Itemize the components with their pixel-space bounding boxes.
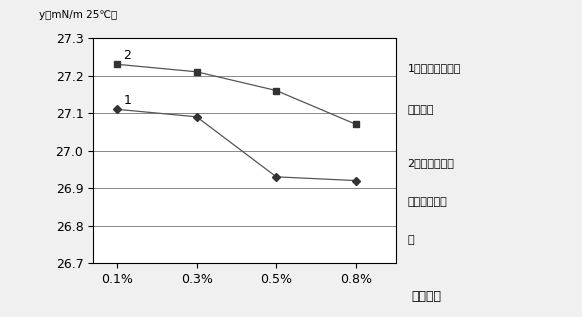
Text: 2：水溶性含氟: 2：水溶性含氟 bbox=[407, 158, 455, 169]
Text: 添加比例: 添加比例 bbox=[411, 290, 441, 303]
Text: 丙烯酸酯流平: 丙烯酸酯流平 bbox=[407, 197, 447, 207]
Text: 2: 2 bbox=[123, 49, 132, 62]
Text: 1: 1 bbox=[123, 94, 132, 107]
Text: y（mN/m 25℃）: y（mN/m 25℃） bbox=[38, 10, 117, 20]
Text: 酯流平允: 酯流平允 bbox=[407, 105, 434, 115]
Text: 允: 允 bbox=[407, 235, 414, 245]
Text: 1：水溶性丙烯酸: 1：水溶性丙烯酸 bbox=[407, 63, 461, 74]
